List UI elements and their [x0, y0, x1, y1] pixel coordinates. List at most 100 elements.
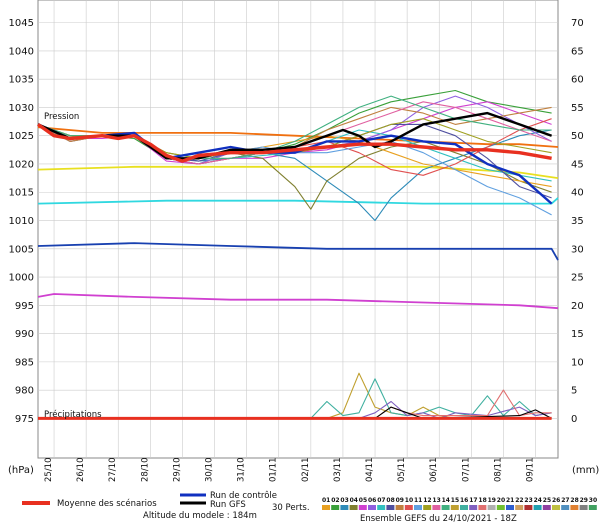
right-tick-label: 50	[571, 131, 584, 142]
left-tick-label: 980	[15, 386, 34, 397]
pert-number: 07	[377, 497, 385, 504]
pert-number: 26	[552, 497, 560, 504]
pert-color-swatch	[460, 505, 468, 510]
legend-perts-label: 30 Perts.	[272, 503, 310, 513]
pert-color-swatch	[322, 505, 330, 510]
x-tick-label: 29/10	[172, 458, 182, 483]
pert-number: 02	[331, 497, 339, 504]
pert-number: 18	[478, 497, 486, 504]
legend: Moyenne des scénarios Run de contrôle Ru…	[22, 490, 597, 523]
pert-number: 05	[359, 497, 367, 504]
legend-gfs-label: Run GFS	[210, 500, 246, 510]
pert-number: 03	[340, 497, 348, 504]
pert-color-swatch	[524, 505, 533, 510]
pert-color-swatch	[570, 505, 579, 510]
x-tick-label: 31/10	[237, 458, 247, 483]
x-tick-label: 28/10	[140, 458, 150, 483]
pressure-annotation: Pression	[44, 112, 79, 122]
right-tick-label: 40	[571, 188, 584, 199]
right-axis-unit: (mm)	[572, 465, 599, 476]
pert-number: 10	[405, 497, 413, 504]
x-tick-label: 01/11	[269, 458, 279, 483]
pert-number: 28	[570, 497, 578, 504]
x-tick-label: 03/11	[333, 458, 343, 483]
x-tick-label: 06/11	[429, 458, 439, 483]
pert-color-swatch	[496, 505, 505, 510]
pert-number: 21	[506, 497, 514, 504]
pert-color-swatch	[533, 505, 542, 510]
pert-color-swatch	[423, 505, 432, 510]
pert-number: 16	[460, 497, 468, 504]
left-tick-label: 995	[15, 301, 34, 312]
pert-color-swatch	[349, 505, 358, 510]
left-tick-label: 1000	[9, 273, 34, 284]
pert-number-legend: 01 02 03 04 05 06 07 08 09 10 11 12 13 14 15 16 17 18 19 20…	[322, 497, 597, 510]
pert-color-swatch	[368, 505, 376, 510]
pert-color-swatch	[432, 505, 441, 510]
series-line-other	[37, 242, 559, 261]
right-tick-label: 15	[571, 329, 584, 340]
pert-color-swatch	[414, 505, 422, 510]
pert-color-swatch	[331, 505, 340, 510]
pert-color-swatch	[542, 505, 551, 510]
pert-color-swatch	[579, 505, 588, 510]
pert-color-swatch	[377, 505, 386, 510]
pert-number: 29	[580, 497, 588, 504]
pert-color-swatch	[487, 505, 496, 510]
right-tick-label: 0	[571, 414, 577, 425]
legend-control-label: Run de contrôle	[210, 490, 277, 501]
pert-number: 17	[469, 497, 477, 504]
pert-color-swatch	[340, 505, 349, 510]
pert-number: 30	[589, 497, 597, 504]
series-line-mean	[37, 123, 552, 163]
x-tick-label: 27/10	[108, 458, 118, 483]
left-tick-label: 990	[15, 329, 34, 340]
pert-number: 15	[451, 497, 459, 504]
legend-mean-label: Moyenne des scénarios	[57, 498, 157, 509]
right-tick-label: 10	[571, 357, 584, 368]
series-line-precip	[310, 378, 552, 419]
pert-number: 23	[524, 497, 532, 504]
pert-color-swatch	[515, 505, 524, 510]
left-tick-label: 1015	[9, 188, 34, 199]
left-tick-label: 1045	[9, 18, 34, 29]
altitude-label: Altitude du modele : 184m	[143, 511, 257, 521]
x-tick-label: 09/11	[526, 458, 536, 483]
x-tick-label: 05/11	[397, 458, 407, 483]
right-tick-label: 55	[571, 103, 584, 114]
right-tick-label: 65	[571, 46, 584, 57]
x-tick-label: 04/11	[365, 458, 375, 483]
left-tick-label: 1010	[9, 216, 34, 227]
left-tick-label: 1020	[9, 159, 34, 170]
right-tick-label: 25	[571, 273, 584, 284]
x-tick-label: 25/10	[44, 458, 54, 483]
x-tick-label: 08/11	[493, 457, 503, 482]
left-tick-label: 1030	[9, 103, 34, 114]
grid-lines	[38, 0, 558, 458]
pert-color-swatch	[588, 505, 597, 510]
pert-number: 24	[534, 497, 542, 504]
left-tick-label: 985	[15, 357, 34, 368]
left-axis-ticks: 975 980 985 990 995 1000 1005 1010 1015 1020 1025 1…	[9, 18, 34, 425]
series-layer	[37, 89, 559, 420]
x-tick-label: 02/11	[301, 458, 311, 483]
left-tick-label: 1025	[9, 131, 34, 142]
right-axis-ticks: 0 5 10 15 20 25 30 35 40 45 50 55 60 65 70	[571, 18, 584, 425]
pert-number: 25	[543, 497, 551, 504]
pert-number: 22	[515, 497, 523, 504]
precip-annotation: Précipitations	[44, 409, 102, 420]
source-label: Ensemble GEFS du 24/10/2021 - 18Z	[360, 514, 517, 523]
pert-number: 12	[423, 497, 431, 504]
pert-color-swatch	[478, 505, 487, 510]
pert-color-swatch	[469, 505, 478, 510]
pert-number: 19	[488, 497, 496, 504]
pert-color-swatch	[441, 505, 450, 510]
pert-number: 04	[350, 497, 358, 504]
pert-number: 01	[322, 497, 330, 504]
pert-number: 14	[442, 497, 450, 504]
plot-area	[37, 0, 559, 459]
right-tick-label: 45	[571, 159, 584, 170]
pert-color-swatch	[358, 505, 367, 510]
